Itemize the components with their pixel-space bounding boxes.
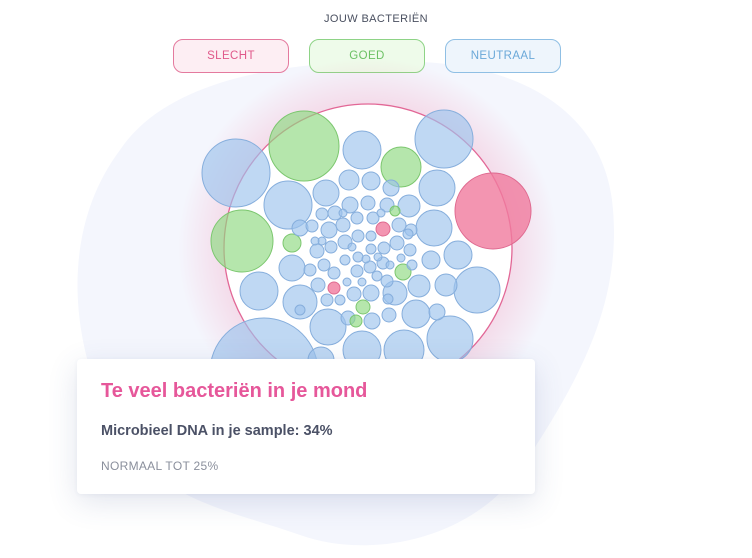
- bubble-neutral: [309, 308, 347, 346]
- bubble-neutral: [421, 250, 441, 270]
- bubble-neutral: [360, 195, 376, 211]
- bubble-neutral: [315, 207, 329, 221]
- bubble-neutral: [310, 236, 320, 246]
- bubble-bad: [327, 281, 341, 295]
- bubble-neutral: [377, 241, 391, 255]
- bubble-neutral: [389, 235, 405, 251]
- bubble-neutral: [263, 180, 313, 230]
- bubble-neutral: [376, 208, 386, 218]
- bubble-neutral: [428, 303, 446, 321]
- bubble-neutral: [339, 254, 351, 266]
- bubble-bad: [375, 221, 391, 237]
- bubble-neutral: [366, 211, 380, 225]
- info-card: Te veel bacteriën in je mond Microbieel …: [77, 359, 535, 494]
- bubble-neutral: [361, 171, 381, 191]
- bubble-neutral: [320, 293, 334, 307]
- bubble-neutral: [402, 228, 414, 240]
- bubble-neutral: [397, 194, 421, 218]
- bubble-neutral: [317, 258, 331, 272]
- bubble-neutral: [239, 271, 279, 311]
- bubble-neutral: [342, 277, 352, 287]
- bubble-neutral: [309, 243, 325, 259]
- bubble-neutral: [361, 254, 371, 264]
- bubble-neutral: [347, 242, 357, 252]
- bubble-neutral: [414, 109, 474, 169]
- bubble-neutral: [312, 179, 340, 207]
- bubble-neutral: [327, 266, 341, 280]
- card-metric: Microbieel DNA in je sample: 34%: [101, 423, 333, 439]
- legend-title: JOUW BACTERIËN: [324, 13, 428, 25]
- bubble-neutral: [406, 259, 418, 271]
- bubble-neutral: [401, 299, 431, 329]
- legend-neutral-button[interactable]: NEUTRAAL: [445, 39, 561, 73]
- bubble-neutral: [371, 270, 383, 282]
- bubble-neutral: [415, 209, 453, 247]
- bubble-good: [268, 110, 340, 182]
- bubble-neutral: [443, 240, 473, 270]
- bubble-neutral: [350, 264, 364, 278]
- bubble-neutral: [334, 294, 346, 306]
- bubble-neutral: [365, 230, 377, 242]
- bubble-good: [389, 205, 401, 217]
- bubble-neutral: [342, 130, 382, 170]
- bubble-good: [349, 314, 363, 328]
- bubble-neutral: [338, 208, 348, 218]
- bubble-neutral: [365, 243, 377, 255]
- card-norm: NORMAAL TOT 25%: [101, 459, 219, 473]
- bubble-neutral: [346, 286, 362, 302]
- bubble-neutral: [278, 254, 306, 282]
- bubble-bad: [454, 172, 532, 250]
- bubble-neutral: [381, 307, 397, 323]
- bubble-neutral: [426, 315, 474, 363]
- bubble-neutral: [434, 273, 458, 297]
- bubble-neutral: [303, 263, 317, 277]
- bubble-neutral: [407, 274, 431, 298]
- bubble-neutral: [380, 274, 394, 288]
- bubble-good: [282, 233, 302, 253]
- bubble-neutral: [201, 138, 271, 208]
- bubble-good: [355, 299, 371, 315]
- bubble-neutral: [403, 243, 417, 257]
- bubble-neutral: [335, 217, 351, 233]
- bubble-neutral: [341, 196, 359, 214]
- bubble-neutral: [382, 293, 394, 305]
- bubble-neutral: [352, 251, 364, 263]
- bubble-neutral: [363, 312, 381, 330]
- bubble-good: [394, 263, 412, 281]
- bubble-neutral: [291, 219, 309, 237]
- bubble-neutral: [324, 240, 338, 254]
- bubble-neutral: [385, 260, 395, 270]
- bubble-neutral: [310, 277, 326, 293]
- bubble-neutral: [391, 217, 407, 233]
- bubble-neutral: [282, 284, 318, 320]
- bubble-neutral: [418, 169, 456, 207]
- bubble-good: [380, 146, 422, 188]
- bubble-neutral: [305, 219, 319, 233]
- bubble-neutral: [396, 253, 406, 263]
- bubble-neutral: [357, 277, 367, 287]
- bubble-neutral: [350, 211, 364, 225]
- bubble-neutral: [362, 284, 380, 302]
- bubble-neutral: [338, 169, 360, 191]
- bubble-neutral: [382, 179, 400, 197]
- bubble-neutral: [373, 252, 383, 262]
- bubble-neutral: [294, 304, 306, 316]
- bubble-good: [210, 209, 274, 273]
- legend-bad-button[interactable]: SLECHT: [173, 39, 289, 73]
- bubble-neutral: [351, 229, 365, 243]
- bubble-neutral: [453, 266, 501, 314]
- card-title: Te veel bacteriën in je mond: [101, 380, 368, 402]
- bubble-neutral: [320, 221, 338, 239]
